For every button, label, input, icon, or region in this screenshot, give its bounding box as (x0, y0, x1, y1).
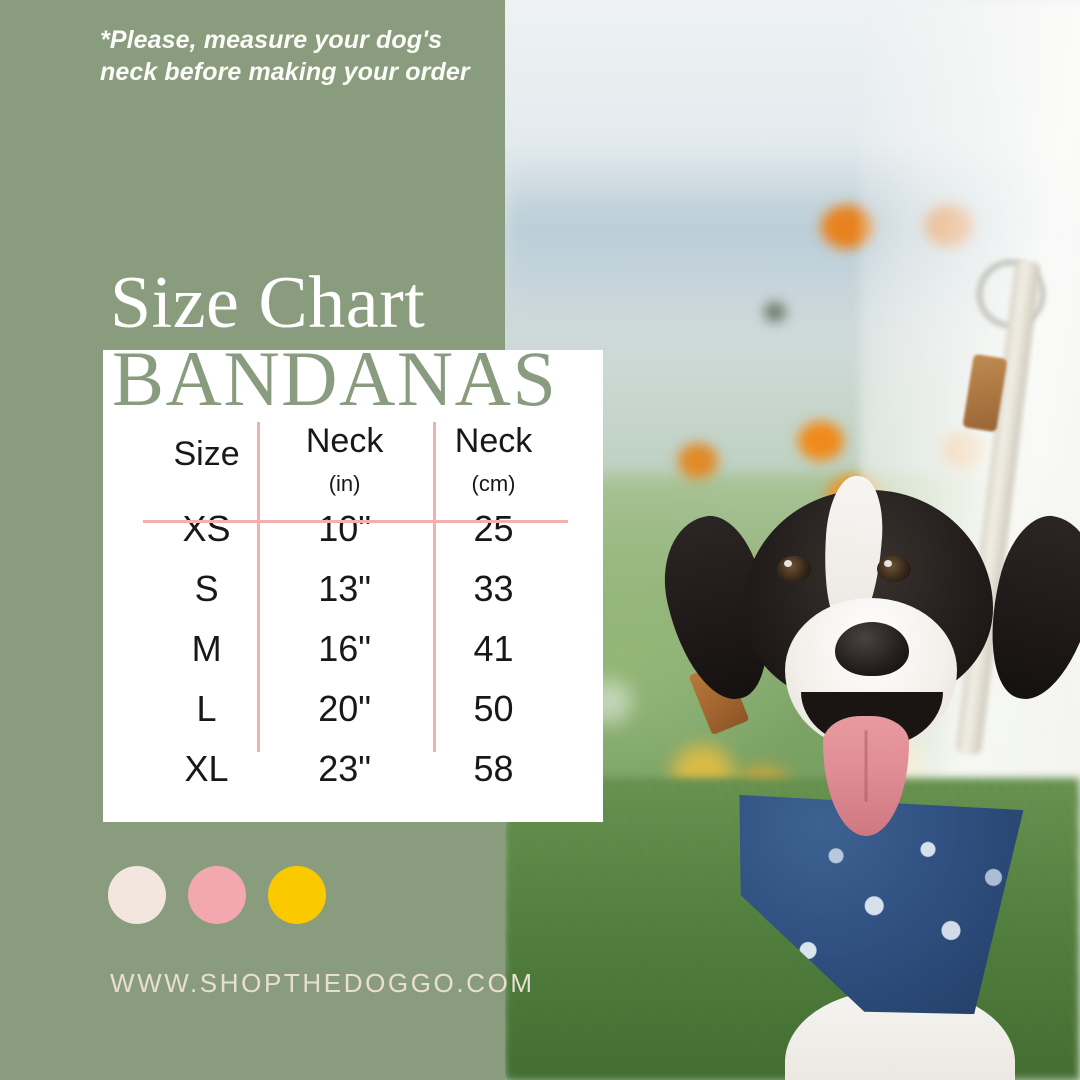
table-row: L 20" 50 (143, 679, 568, 739)
column-header-neck-cm: Neck (cm) (419, 418, 568, 499)
cell-neck-in: 16" (318, 628, 372, 669)
size-table: Size Neck (in) Neck (cm) (143, 418, 568, 799)
dog-eye-left (777, 556, 811, 582)
dog-nose (835, 622, 909, 676)
dog-eye-right (877, 556, 911, 582)
column-header-neck-cm-label: Neck (454, 422, 533, 460)
poppy-blossom (677, 442, 718, 479)
table-row: XS 10" 25 (143, 499, 568, 559)
cell-neck-in: 13" (318, 568, 372, 609)
table-divider-horizontal (143, 520, 568, 523)
column-header-neck-in: Neck (in) (270, 418, 419, 499)
column-header-size-label: Size (173, 435, 240, 473)
color-swatches (108, 866, 326, 924)
table-row: M 16" 41 (143, 619, 568, 679)
size-table-wrapper: Size Neck (in) Neck (cm) (143, 418, 568, 799)
swatch-pink[interactable] (188, 866, 246, 924)
table-row: XL 23" 58 (143, 739, 568, 799)
cell-size: XS (182, 508, 231, 549)
page-subtitle: BANDANAS (112, 335, 558, 422)
column-header-neck-cm-unit: (cm) (471, 471, 516, 496)
cell-neck-cm: 33 (473, 568, 514, 609)
cell-neck-cm: 58 (473, 748, 514, 789)
cell-neck-in: 23" (318, 748, 372, 789)
page-title: Size Chart (110, 262, 426, 344)
cell-neck-cm: 25 (473, 508, 514, 549)
swatch-yellow[interactable] (268, 866, 326, 924)
table-divider-vertical-right (433, 422, 436, 752)
table-header-row: Size Neck (in) Neck (cm) (143, 418, 568, 499)
cell-neck-cm: 41 (473, 628, 514, 669)
dog-subject (650, 470, 1080, 1080)
poppy-blossom (763, 302, 786, 323)
column-header-neck-in-unit: (in) (328, 471, 361, 496)
cell-neck-in: 20" (318, 688, 372, 729)
column-header-size: Size (143, 418, 270, 499)
cell-size: L (196, 688, 217, 729)
swatch-cream[interactable] (108, 866, 166, 924)
table-divider-vertical-left (257, 422, 260, 752)
dog-photo (505, 0, 1080, 1080)
website-url[interactable]: WWW.SHOPTHEDOGGO.COM (110, 968, 535, 998)
size-chart-card: Size Neck (in) Neck (cm) (103, 350, 603, 822)
column-header-neck-in-label: Neck (305, 422, 384, 460)
cell-neck-in: 10" (318, 508, 372, 549)
poppy-blossom (798, 421, 845, 462)
measure-note: *Please, measure your dog's neck before … (100, 26, 470, 86)
table-row: S 13" 33 (143, 559, 568, 619)
cell-size: S (194, 568, 219, 609)
cell-size: XL (184, 748, 229, 789)
cell-neck-cm: 50 (473, 688, 514, 729)
cell-size: M (191, 628, 222, 669)
